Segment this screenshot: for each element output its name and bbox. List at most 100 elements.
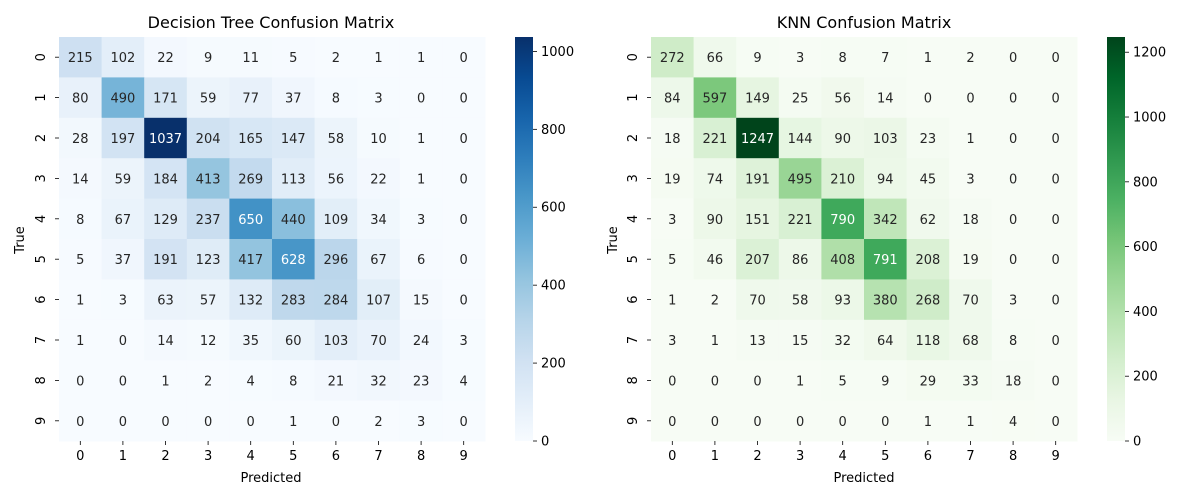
cell-value-label: 19 bbox=[962, 253, 979, 268]
heatmap-cell bbox=[778, 239, 822, 280]
cell-value-label: 0 bbox=[1009, 92, 1017, 107]
heatmap-cell bbox=[821, 37, 865, 78]
colorbar-tick-label: 200 bbox=[1133, 370, 1158, 385]
heatmap-cell bbox=[59, 158, 103, 200]
cell-value-label: 237 bbox=[196, 213, 221, 228]
heatmap-cell bbox=[357, 239, 401, 280]
x-tick-label: 4 bbox=[839, 449, 847, 464]
heatmap-cell bbox=[101, 279, 145, 321]
cell-value-label: 149 bbox=[745, 92, 770, 107]
heatmap-cell bbox=[949, 360, 993, 402]
heatmap-cell bbox=[778, 77, 822, 119]
heatmap-cell bbox=[821, 279, 865, 321]
heatmap-cell bbox=[229, 158, 273, 200]
heatmap-cell bbox=[399, 37, 443, 78]
cell-value-label: 132 bbox=[238, 294, 263, 309]
colorbar-tick-label: 1000 bbox=[541, 45, 574, 60]
heatmap-cell bbox=[314, 117, 358, 159]
heatmap-cell bbox=[229, 77, 273, 119]
cell-value-label: 380 bbox=[873, 294, 898, 309]
cell-value-label: 68 bbox=[962, 334, 979, 349]
y-tick-label: 6 bbox=[34, 295, 49, 303]
heatmap-cell bbox=[906, 400, 950, 442]
cell-value-label: 0 bbox=[1052, 374, 1060, 389]
cell-value-label: 3 bbox=[668, 334, 676, 349]
cell-value-label: 2 bbox=[711, 294, 719, 309]
heatmap-cell bbox=[864, 319, 908, 361]
cell-value-label: 6 bbox=[417, 253, 425, 268]
heatmap-cell bbox=[186, 400, 230, 442]
heatmap-cell bbox=[399, 77, 443, 119]
colorbar-gradient bbox=[515, 37, 533, 441]
cell-value-label: 0 bbox=[204, 415, 212, 430]
cell-value-label: 57 bbox=[200, 294, 217, 309]
cell-value-label: 46 bbox=[707, 253, 724, 268]
heatmap-cell bbox=[357, 117, 401, 159]
cell-value-label: 123 bbox=[196, 253, 221, 268]
y-tick-label: 6 bbox=[626, 295, 641, 303]
heatmap-cell bbox=[736, 117, 780, 159]
y-tick-label: 2 bbox=[626, 134, 641, 142]
y-tick-label: 1 bbox=[626, 93, 641, 101]
heatmap-cell bbox=[229, 198, 273, 240]
y-tick-label: 8 bbox=[626, 376, 641, 384]
cell-value-label: 440 bbox=[281, 213, 306, 228]
cell-value-label: 0 bbox=[76, 374, 84, 389]
x-tick-label: 0 bbox=[668, 449, 676, 464]
x-tick-label: 7 bbox=[374, 449, 382, 464]
heatmap-cell bbox=[736, 319, 780, 361]
heatmap-cell bbox=[442, 360, 486, 402]
heatmap-cell bbox=[778, 319, 822, 361]
heatmap-cell bbox=[314, 77, 358, 119]
cell-value-label: 2 bbox=[332, 51, 340, 66]
cell-value-label: 19 bbox=[664, 172, 681, 187]
cell-value-label: 490 bbox=[110, 92, 135, 107]
y-tick-label: 4 bbox=[626, 215, 641, 223]
heatmap-cell bbox=[186, 239, 230, 280]
cell-value-label: 0 bbox=[460, 51, 468, 66]
cell-value-label: 0 bbox=[1009, 253, 1017, 268]
heatmap-cell bbox=[1034, 37, 1078, 78]
heatmap-cell bbox=[778, 198, 822, 240]
x-tick-label: 8 bbox=[417, 449, 425, 464]
heatmap-cell bbox=[864, 77, 908, 119]
heatmap-cell bbox=[314, 360, 358, 402]
heatmap-cell bbox=[693, 117, 737, 159]
y-tick-label: 0 bbox=[34, 53, 49, 61]
heatmap-cell bbox=[736, 198, 780, 240]
heatmap-cell bbox=[864, 239, 908, 280]
cell-value-label: 21 bbox=[328, 374, 345, 389]
cell-value-label: 56 bbox=[328, 172, 345, 187]
y-tick-label: 1 bbox=[34, 93, 49, 101]
y-tick-label: 9 bbox=[626, 417, 641, 425]
heatmap-cell bbox=[101, 400, 145, 442]
cell-value-label: 147 bbox=[281, 132, 306, 147]
heatmap-cell bbox=[821, 77, 865, 119]
cell-value-label: 23 bbox=[413, 374, 430, 389]
heatmap-cell bbox=[736, 400, 780, 442]
heatmap-cell bbox=[1034, 360, 1078, 402]
heatmap-cell bbox=[144, 319, 188, 361]
heatmap-cell bbox=[272, 77, 316, 119]
cell-value-label: 18 bbox=[962, 213, 979, 228]
cell-value-label: 0 bbox=[119, 374, 127, 389]
heatmap-cell bbox=[59, 239, 103, 280]
heatmap-cell bbox=[314, 37, 358, 78]
cell-value-label: 0 bbox=[460, 415, 468, 430]
heatmap-cell bbox=[906, 158, 950, 200]
x-tick-label: 6 bbox=[332, 449, 340, 464]
heatmap-cell bbox=[101, 319, 145, 361]
cell-value-label: 165 bbox=[238, 132, 263, 147]
x-tick-label: 7 bbox=[966, 449, 974, 464]
colorbar-ticks: 0 200 400 600 800 1000 1200 bbox=[1125, 46, 1166, 450]
heatmap-cell bbox=[949, 319, 993, 361]
heatmap-cell bbox=[949, 279, 993, 321]
heatmap-cell bbox=[736, 77, 780, 119]
heatmap-cell bbox=[272, 400, 316, 442]
heatmap-cell bbox=[991, 360, 1035, 402]
cell-value-label: 14 bbox=[877, 92, 894, 107]
heatmap-cell bbox=[357, 77, 401, 119]
cell-value-label: 29 bbox=[920, 374, 937, 389]
heatmap-cell bbox=[357, 158, 401, 200]
cell-value-label: 0 bbox=[1052, 253, 1060, 268]
